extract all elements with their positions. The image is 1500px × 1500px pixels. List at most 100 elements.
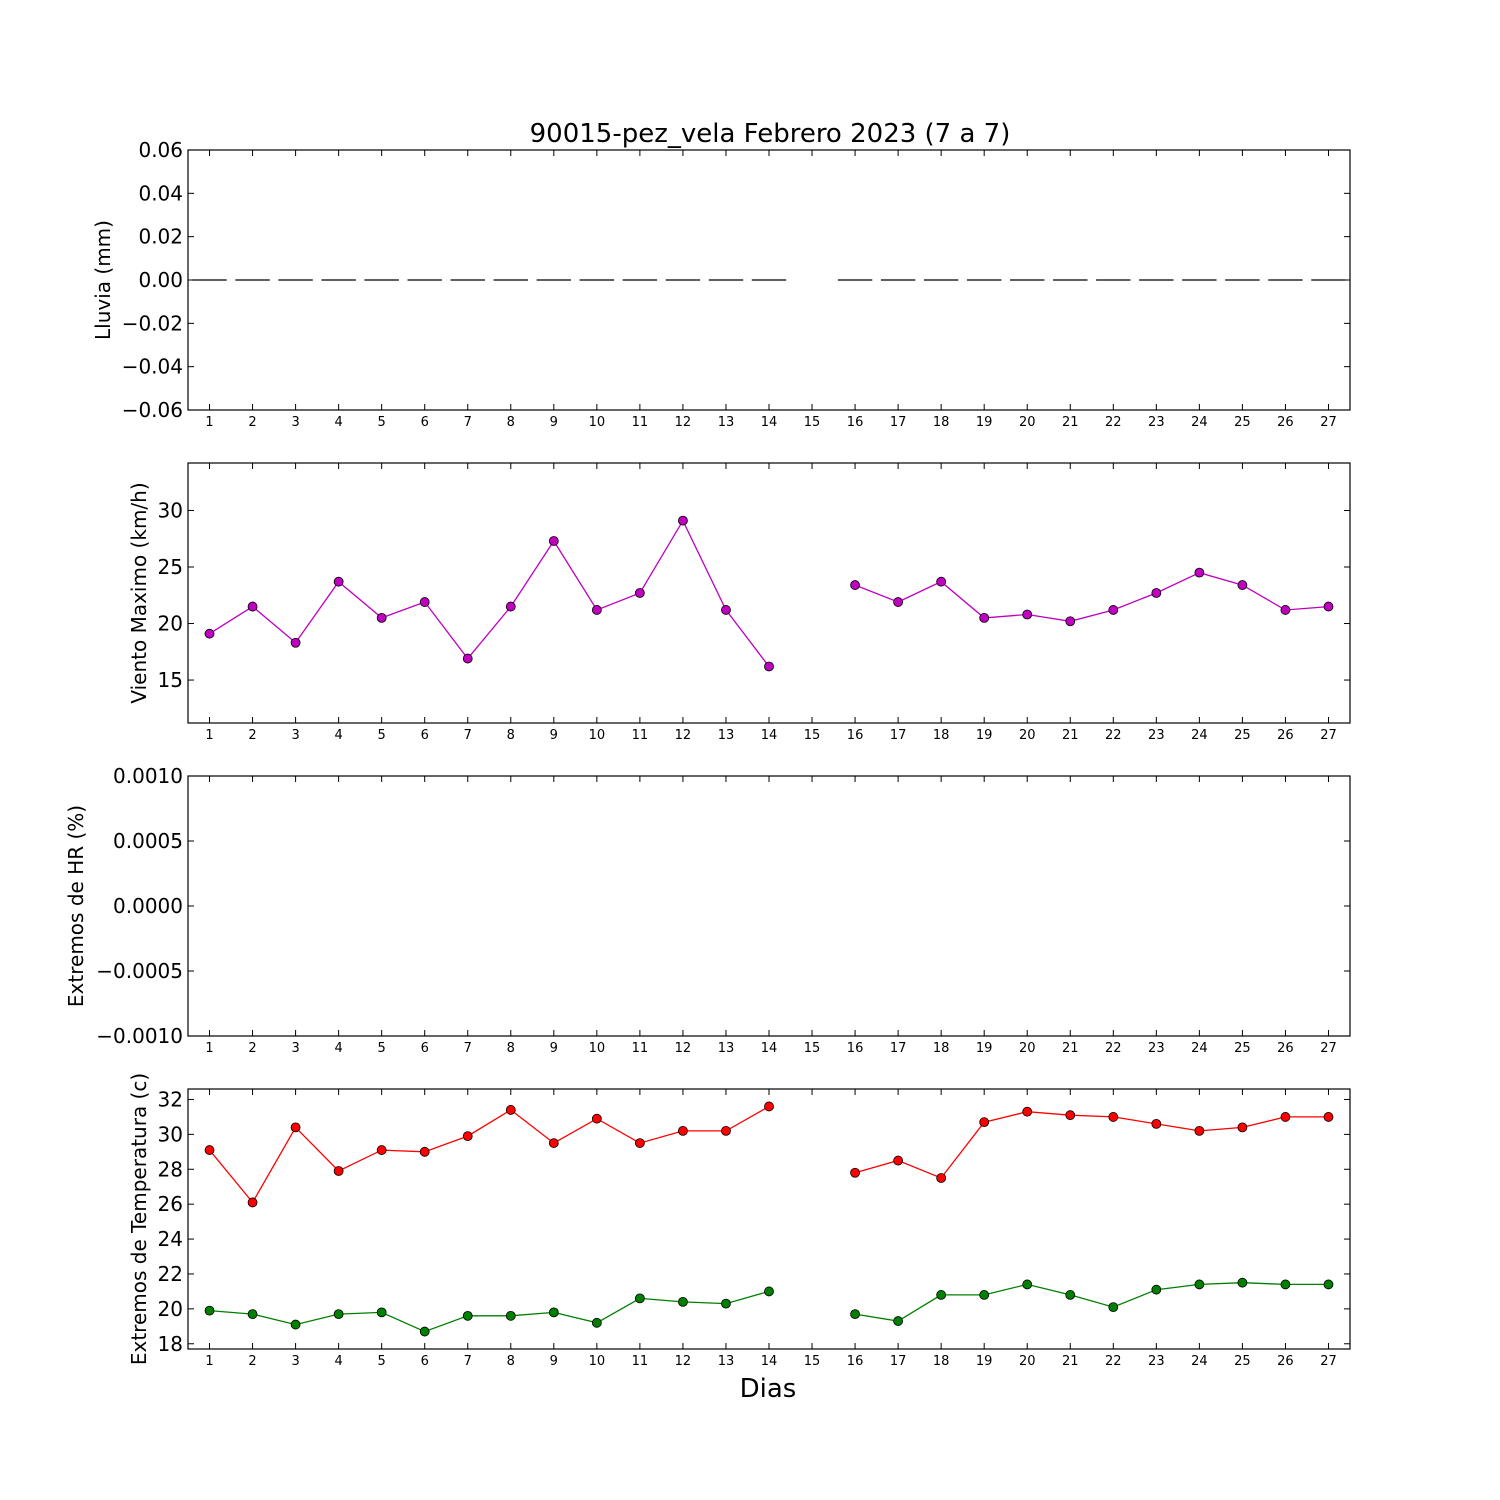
humidity-xtick-label: 19: [976, 1041, 993, 1056]
wind-xtick-label: 21: [1062, 728, 1079, 743]
wind-series-0-point: [1323, 601, 1334, 612]
temperature-series-0-point: [764, 1101, 774, 1112]
temperature-series-1-point: [548, 1307, 559, 1318]
temperature-ytick-label: 26: [158, 1192, 183, 1216]
temperature-xtick-label: 25: [1234, 1354, 1251, 1369]
temperature-series-1-point: [333, 1309, 344, 1320]
wind-series-0-point: [247, 601, 258, 612]
rain-ytick-label: 0.00: [138, 268, 183, 292]
wind-series-0-point: [678, 515, 688, 526]
wind-series-0-point: [548, 536, 559, 546]
wind-series-0-point: [850, 580, 860, 590]
temperature-ytick-label: 20: [158, 1297, 183, 1321]
humidity-ytick-label: 0.0010: [113, 764, 183, 788]
temperature-ytick-label: 30: [158, 1122, 183, 1146]
temperature-series-1-point: [419, 1326, 430, 1337]
rain-xtick-label: 22: [1105, 415, 1122, 430]
wind-xtick-label: 23: [1148, 728, 1165, 743]
wind-xtick-label: 27: [1320, 728, 1337, 743]
temperature-series-0-point: [247, 1197, 258, 1208]
wind-series-0-line: [209, 519, 770, 667]
temperature-series-1-point: [1280, 1279, 1291, 1290]
temperature-series-0-point: [591, 1113, 602, 1124]
temperature-series-1-point: [290, 1319, 301, 1330]
rain-xtick-label: 24: [1191, 415, 1208, 430]
temperature-xtick-label: 9: [550, 1354, 558, 1369]
temperature-ytick-label: 24: [158, 1227, 183, 1251]
rain-xtick-label: 23: [1148, 415, 1165, 430]
temperature-series-1-point: [1022, 1279, 1033, 1290]
temperature-series-1-point: [591, 1317, 602, 1328]
rain-y-axis-label: Lluvia (mm): [91, 220, 115, 340]
temperature-series-1-line: [209, 1290, 770, 1333]
temperature-xtick-label: 11: [632, 1354, 649, 1369]
humidity-ytick-label: 0.0005: [113, 829, 183, 853]
rain-xtick-label: 8: [507, 415, 515, 430]
humidity-xtick-label: 25: [1234, 1041, 1251, 1056]
wind-xtick-label: 6: [421, 728, 429, 743]
temperature-xtick-label: 24: [1191, 1354, 1208, 1369]
temperature-series-0-point: [505, 1105, 516, 1115]
temperature-xtick-label: 1: [205, 1354, 213, 1369]
rain-ytick-label: −0.06: [122, 398, 183, 422]
temperature-series-0-point: [1323, 1112, 1334, 1122]
temperature-series-1-point: [634, 1293, 645, 1304]
wind-series-0-point: [1065, 616, 1076, 627]
rain-ytick-label: 0.06: [138, 138, 183, 162]
temperature-series-0-line: [854, 1111, 1329, 1179]
rain-xtick-label: 15: [804, 415, 821, 430]
humidity-xtick-label: 16: [847, 1041, 864, 1056]
wind-series-0-point: [1237, 580, 1248, 590]
temperature-series-0-point: [1280, 1112, 1291, 1122]
temperature-series-0-point: [204, 1145, 215, 1155]
temperature-xtick-label: 8: [507, 1354, 515, 1369]
humidity-xtick-label: 1: [205, 1041, 213, 1056]
wind-series-0-point: [979, 612, 990, 623]
rain-xtick-label: 5: [378, 415, 386, 430]
wind-series-0-point: [936, 576, 947, 587]
temperature-series-1-point: [850, 1309, 860, 1320]
wind-series-0-point: [1194, 567, 1205, 578]
rain-xtick-label: 6: [421, 415, 429, 430]
temperature-y-axis-label: Extremos de Temperatura (c): [127, 1073, 151, 1365]
rain-ytick-label: 0.04: [138, 181, 183, 205]
wind-xtick-label: 24: [1191, 728, 1208, 743]
wind-y-axis-label: Viento Maximo (km/h): [127, 482, 151, 703]
wind-series-0-point: [204, 628, 215, 639]
rain-xtick-label: 7: [464, 415, 472, 430]
wind-xtick-label: 7: [464, 728, 472, 743]
temperature-series-1-point: [1108, 1302, 1119, 1313]
temperature-xtick-label: 12: [675, 1354, 692, 1369]
wind-xtick-label: 2: [248, 728, 256, 743]
humidity-xtick-label: 15: [804, 1041, 821, 1056]
temperature-series-0-point: [634, 1138, 645, 1148]
temperature-series-0-line: [208, 1105, 770, 1204]
chart-title: 90015-pez_vela Febrero 2023 (7 a 7): [530, 119, 1011, 149]
wind-xtick-label: 22: [1105, 728, 1122, 743]
temperature-series-1-point: [462, 1310, 473, 1321]
temperature-series-0-point: [1022, 1106, 1033, 1117]
humidity-ytick-label: −0.0010: [96, 1024, 183, 1048]
temperature-xtick-label: 2: [248, 1354, 256, 1369]
temperature-ytick-label: 18: [158, 1332, 183, 1356]
temperature-series-0-point: [721, 1125, 731, 1136]
wind-xtick-label: 13: [718, 728, 735, 743]
temperature-xtick-label: 18: [933, 1354, 950, 1369]
wind-xtick-label: 14: [761, 728, 778, 743]
humidity-xtick-label: 14: [761, 1041, 778, 1056]
rain-xtick-label: 3: [291, 415, 299, 430]
humidity-xtick-label: 27: [1320, 1041, 1337, 1056]
humidity-xtick-label: 2: [248, 1041, 256, 1056]
temperature-series-1-point: [1323, 1279, 1334, 1290]
temperature-series-0-point: [979, 1117, 990, 1128]
humidity-xtick-label: 17: [890, 1041, 907, 1056]
wind-series-0-point: [634, 588, 645, 598]
temperature-series-1-point: [979, 1290, 990, 1300]
rain-ytick-label: −0.02: [122, 311, 183, 335]
temperature-series-1-point: [764, 1286, 774, 1297]
humidity-xtick-label: 5: [378, 1041, 386, 1056]
